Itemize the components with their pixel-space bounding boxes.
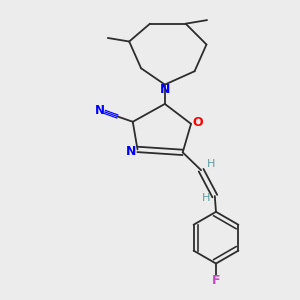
Text: H: H (206, 159, 215, 169)
Text: H: H (202, 194, 210, 203)
Text: N: N (126, 145, 136, 158)
Text: N: N (94, 104, 104, 117)
Text: O: O (192, 116, 203, 129)
Text: F: F (212, 274, 220, 287)
Text: N: N (160, 83, 171, 96)
